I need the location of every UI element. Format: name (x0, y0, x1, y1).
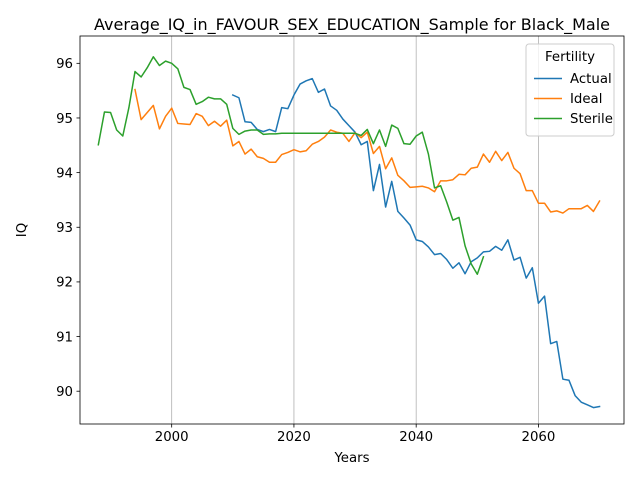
y-tick-label: 94 (56, 166, 73, 181)
tick-layer: 2000 2020 2040 2060 90 91 92 93 94 95 96 (56, 57, 555, 445)
legend-title: Fertility (545, 50, 595, 65)
x-axis-title: Years (333, 451, 369, 466)
legend-label-actual: Actual (570, 72, 612, 87)
x-tick-label: 2000 (155, 430, 189, 445)
y-tick-label: 92 (56, 276, 73, 291)
x-tick-label: 2060 (522, 430, 556, 445)
y-tick-label: 90 (56, 385, 73, 400)
legend: Fertility Actual Ideal Sterile (525, 43, 615, 137)
x-tick-label: 2040 (399, 430, 433, 445)
y-tick-label: 93 (56, 221, 73, 236)
legend-items: Actual Ideal Sterile (534, 72, 613, 127)
y-tick-label: 95 (56, 112, 73, 127)
x-tick-label: 2020 (277, 430, 311, 445)
y-axis-title: IQ (15, 223, 30, 237)
series-line-ideal (134, 88, 601, 214)
series-layer (97, 56, 601, 409)
legend-box (525, 43, 615, 137)
plot-frame (79, 35, 625, 425)
legend-label-ideal: Ideal (570, 92, 602, 107)
series-line-actual (231, 77, 601, 409)
y-tick-label: 96 (56, 57, 73, 72)
y-tick-label: 91 (56, 330, 73, 345)
legend-label-sterile: Sterile (570, 112, 613, 127)
chart-title: Average_IQ_in_FAVOUR_SEX_EDUCATION_Sampl… (94, 15, 610, 35)
series-line-sterile (97, 56, 485, 276)
